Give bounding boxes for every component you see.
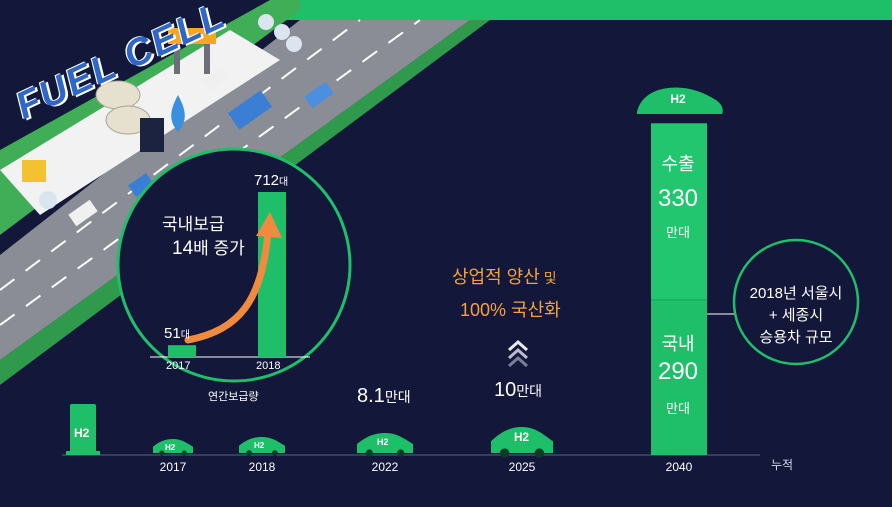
car-label-2018: H2 (254, 441, 265, 450)
value-unit: 만대 (384, 389, 411, 405)
axis-note: 누적 (771, 458, 794, 472)
chevron-up-icon (508, 339, 528, 352)
bar-2040-car-label: H2 (670, 92, 686, 106)
inset-year-2018: 2018 (256, 360, 281, 372)
export-unit: 만대 (666, 225, 690, 240)
chevron-up-icon (508, 347, 528, 360)
car-wheel (397, 449, 405, 457)
export-value: 330 (657, 185, 699, 212)
callout-line3: 승용차 규모 (759, 329, 833, 346)
car-wheel (365, 449, 373, 457)
headline-line1: 상업적 양산 및 (452, 263, 557, 289)
car-wheel (181, 450, 187, 456)
domestic-unit: 만대 (666, 401, 690, 416)
growth-arrow (184, 228, 272, 344)
car-wheel (159, 450, 165, 456)
value-label-2025: 10만대 (494, 379, 542, 402)
callout-line1: 2018년 서울시 (749, 285, 843, 302)
value-number: 10 (494, 379, 517, 401)
fuel-station-base (66, 451, 100, 455)
fuel-station-icon (70, 404, 96, 454)
inset-value-2018: 712대 (254, 172, 288, 189)
inset-circle-ring (116, 147, 352, 383)
station-canopy (168, 28, 216, 44)
car-icon (304, 81, 334, 109)
year-label-2025: 2025 (508, 460, 536, 474)
headline-line1-suffix: 및 (539, 270, 557, 286)
lane-line (0, 19, 361, 291)
car-wheel (246, 450, 252, 456)
growth-arrow-head (256, 212, 282, 238)
domestic-label: 국내 (661, 334, 695, 354)
inset-year-2017: 2017 (166, 360, 191, 372)
inset-title-line2: 14배 증가 (172, 234, 245, 260)
chevron-up-icon (508, 339, 528, 368)
inset-value-unit: 대 (279, 177, 289, 188)
inset-bar-2017 (168, 345, 196, 357)
car-icon (637, 87, 723, 114)
car-wheel (272, 450, 278, 456)
tree-icon (286, 36, 302, 52)
bar-2040-export (651, 123, 707, 300)
car-label-2022: H2 (377, 437, 389, 447)
year-label-2040: 2040 (665, 460, 693, 474)
headline-line1-main: 상업적 양산 (452, 267, 540, 287)
inset-value-number: 712 (254, 172, 280, 189)
inset-multiplier: 14 (172, 238, 194, 259)
export-label: 수출 (661, 154, 695, 174)
year-label-2018: 2018 (248, 460, 276, 474)
station-pillar (204, 44, 210, 74)
callout-ring (732, 238, 860, 366)
car-icon-2017 (153, 439, 193, 453)
year-label-2022: 2022 (371, 460, 399, 474)
station-pillar (174, 44, 180, 74)
h2-drop-icon (171, 95, 185, 132)
tree-icon (258, 14, 274, 30)
chevron-up-icon (508, 355, 528, 368)
top-accent-bar (270, 0, 892, 20)
inset-multiplier-suffix: 배 증가 (193, 239, 245, 258)
bar-2040-domestic (651, 299, 707, 455)
year-label-2017: 2017 (159, 460, 187, 474)
car-icon (202, 66, 230, 92)
car-icon-2022 (357, 433, 413, 453)
domestic-value: 290 (657, 358, 699, 385)
inset-caption: 연간보급량 (208, 391, 259, 403)
car-label-2025: H2 (514, 431, 529, 444)
h2-sign (140, 118, 164, 152)
tree-icon (39, 191, 57, 209)
inset-title-line1: 국내보급 (162, 215, 225, 234)
bus-icon (227, 90, 273, 130)
car-wheel (534, 448, 545, 458)
inset-value-2017: 51대 (164, 325, 190, 342)
value-number: 8.1 (357, 385, 385, 407)
inset-value-unit: 대 (180, 330, 190, 342)
timeline-cars (153, 427, 553, 458)
car-icon (68, 199, 98, 227)
headline-line2: 100% 국산화 (460, 300, 561, 320)
forklift-icon (22, 160, 46, 182)
value-label-2022: 8.1만대 (357, 385, 411, 408)
car-icon-2018 (239, 437, 285, 453)
value-unit: 만대 (516, 383, 543, 399)
fuel-station-label: H2 (74, 426, 90, 440)
bar-2040 (637, 87, 723, 455)
inset-value-number: 51 (164, 325, 181, 343)
car-icon (127, 172, 155, 198)
tree-icon (274, 24, 290, 40)
callout-line2: + 세종시 (768, 307, 824, 324)
car-icon-2025 (491, 427, 553, 453)
car-label-2017: H2 (165, 443, 176, 452)
car-wheel (499, 448, 510, 458)
